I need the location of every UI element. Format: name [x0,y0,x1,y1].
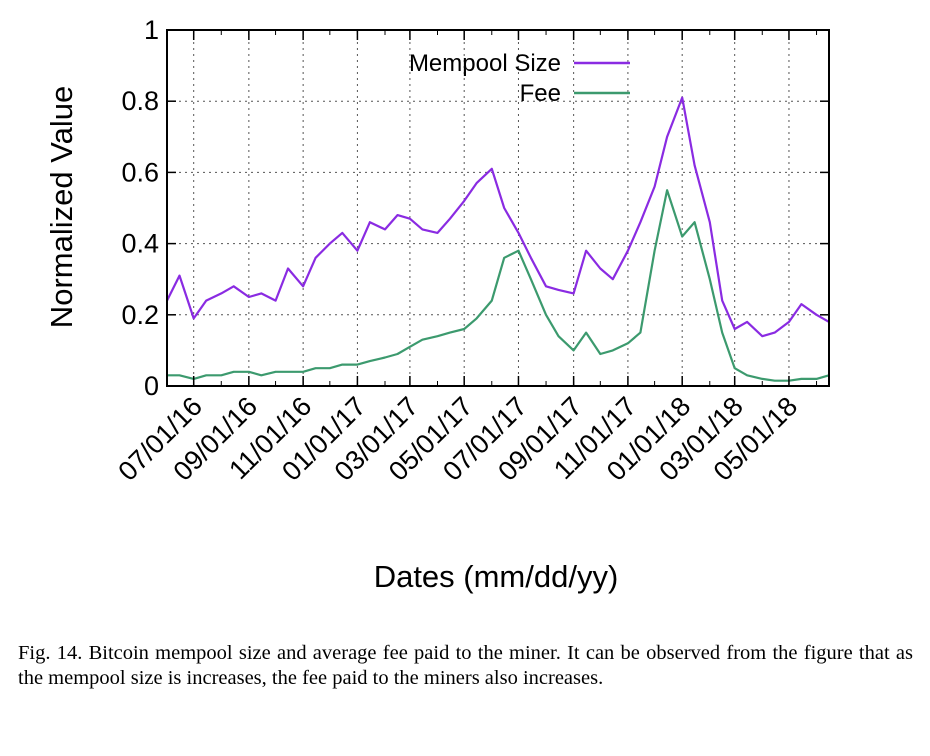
y-tick-label: 1 [144,15,159,45]
line-chart: 00.20.40.60.81 07/01/1609/01/1611/01/160… [44,15,830,594]
y-axis-ticks: 0 0.2 0.4 0.6 0.8 1 [121,15,829,401]
y-tick-label: 0.6 [121,157,159,187]
series-lines [166,96,830,382]
series-line-mempool-size [166,96,830,338]
y-tick-label: 0.8 [121,86,159,116]
series-line-fee [167,189,830,382]
x-axis-title: Dates (mm/dd/yy) [374,559,619,594]
plot-frame [166,29,830,387]
figure-caption: Fig. 14. Bitcoin mempool size and averag… [18,642,913,689]
y-tick-label: 0.2 [121,300,159,330]
grid-lines [167,30,829,386]
y-tick-label: 0.4 [121,229,159,259]
legend-label-mempool-size: Mempool Size [409,50,561,77]
legend-label-fee: Fee [520,80,561,107]
y-axis-title: Normalized Value [44,86,79,328]
legend: Mempool Size Fee [409,50,630,107]
y-tick-label: 0 [144,371,159,401]
